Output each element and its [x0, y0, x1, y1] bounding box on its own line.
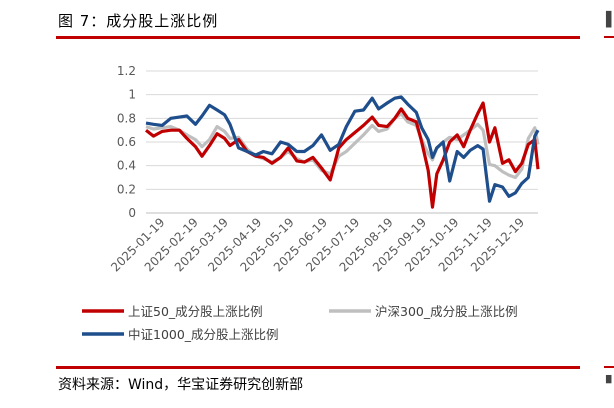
series-line-zz1000 — [145, 95, 540, 203]
series-line-hs300 — [145, 112, 540, 180]
series-line-sz50 — [145, 101, 540, 209]
y-tick-label: 0 — [128, 206, 136, 220]
adjacent-rule-bottom — [604, 366, 614, 368]
y-axis-ticks: 0 0.2 0.4 0.6 0.8 1 1.2 — [117, 64, 136, 220]
adjacent-figure-edge-bottom: ▘ — [606, 376, 614, 392]
y-tick-label: 0.4 — [117, 159, 136, 173]
legend-label-zz1000: 中证1000_成分股上涨比例 — [128, 327, 279, 342]
y-tick-label: 0.2 — [117, 182, 136, 196]
legend-label-hs300: 沪深300_成分股上涨比例 — [375, 304, 518, 319]
bottom-rule — [56, 366, 580, 369]
x-axis-ticks: 2025-01-192025-02-192025-03-192025-04-19… — [108, 215, 527, 274]
source-note: 资料来源：Wind，华宝证券研究创新部 — [58, 377, 304, 393]
legend-label-sz50: 上证50_成分股上涨比例 — [128, 304, 263, 319]
y-tick-label: 0.8 — [117, 111, 136, 125]
figure-title: 图 7：成分股上涨比例 — [58, 12, 219, 30]
series-lines — [145, 95, 540, 209]
top-rule — [56, 36, 580, 39]
adjacent-rule-top — [604, 36, 614, 38]
y-tick-label: 0.6 — [117, 135, 136, 149]
y-tick-label: 1 — [128, 88, 136, 102]
y-tick-label: 1.2 — [117, 64, 136, 78]
adjacent-figure-edge: ▌ — [606, 12, 614, 28]
